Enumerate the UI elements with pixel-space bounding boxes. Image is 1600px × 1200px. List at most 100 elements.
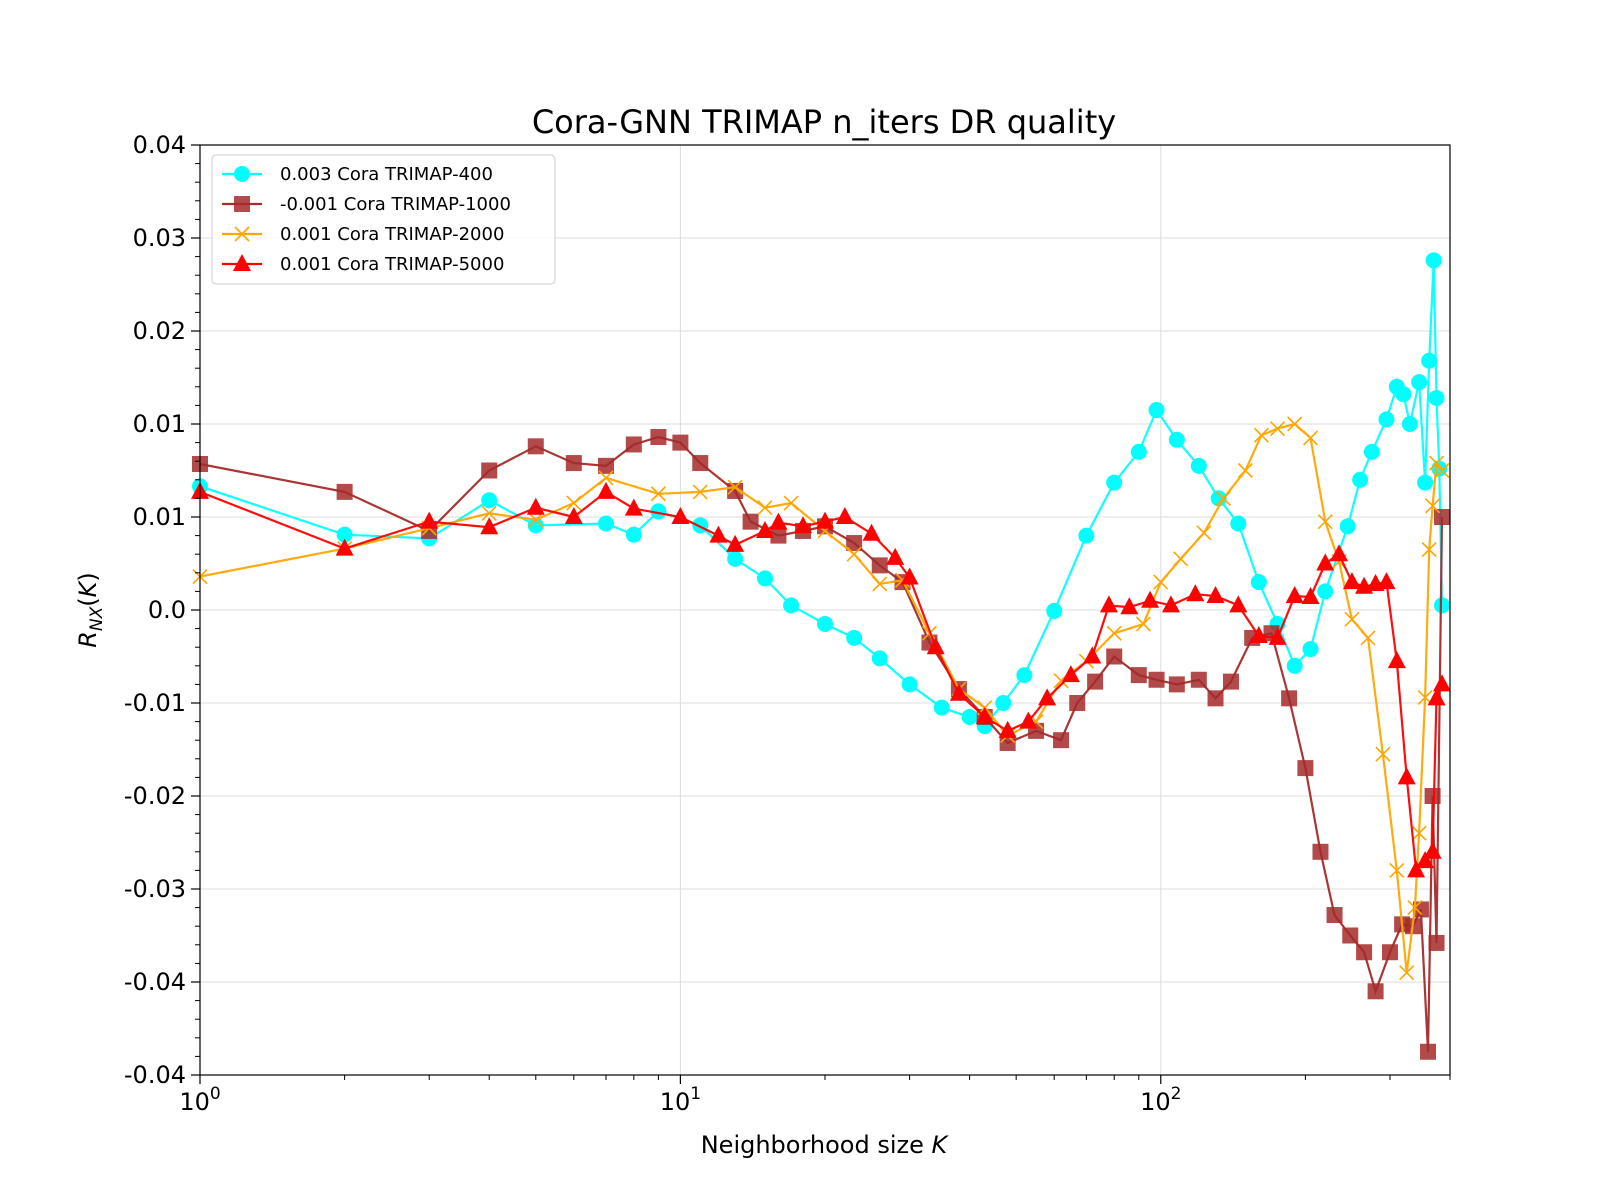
data-point [234,226,250,242]
data-point [726,534,745,552]
y-tick-label: 0.04 [133,131,186,159]
legend: 0.003 Cora TRIMAP-400 -0.001 Cora TRIMAP-… [211,154,556,285]
data-point [1387,651,1406,669]
data-point [1190,457,1207,474]
data-point [1038,688,1057,706]
data-point [566,495,582,511]
data-point [1352,471,1369,488]
data-point [1377,572,1396,590]
data-point [625,436,642,453]
data-point [1130,667,1147,684]
data-point [1342,572,1361,590]
legend-label: 0.001 Cora TRIMAP-5000 [280,254,504,275]
data-point [692,484,708,500]
series-line [199,422,1443,973]
data-point [597,515,614,532]
data-point [1344,611,1360,627]
series-1 [192,252,1451,735]
x-axis-title-var: K [932,1131,950,1159]
x-tick-label-base: 10 [1140,1088,1171,1116]
data-point [1078,527,1095,544]
legend-item: 0.001 Cora TRIMAP-2000 [222,224,504,245]
data-point [1425,498,1441,514]
axes: 0.04 0.03 0.02 0.01 0.01 0.0 -0.01 -0.02 -0.03 -0… [124,131,1451,1116]
data-point [1161,595,1180,613]
data-point [1339,518,1356,535]
data-point [1130,443,1147,460]
data-point [1425,252,1442,269]
data-point [1428,455,1445,471]
data-point [1196,525,1212,541]
data-point [565,455,582,472]
data-point [1312,843,1329,860]
data-point [1381,944,1398,961]
data-point [1356,944,1373,961]
data-point [770,527,787,544]
data-point [742,513,759,530]
data-point [1301,586,1320,604]
data-point [1416,851,1435,869]
plot-series [191,252,1452,1060]
data-point [335,538,354,556]
x-tick-label-base: 10 [179,1088,210,1116]
data-point [1230,515,1247,532]
x-tick-label-exponent: 1 [690,1084,701,1104]
x-tick-label-exponent: 0 [210,1084,221,1104]
data-point [672,434,689,451]
data-point [1019,711,1038,729]
data-point [1428,389,1445,406]
data-point [835,507,854,524]
data-point [1099,595,1118,613]
data-point [933,699,950,716]
data-point [234,166,250,182]
data-point [871,650,888,667]
data-point [650,486,666,502]
data-point [1363,443,1380,460]
legend-box [211,154,556,285]
legend-label: 0.001 Cora TRIMAP-2000 [280,224,504,245]
data-point [961,708,978,725]
data-point [1148,402,1165,419]
data-point [480,517,499,535]
data-point [1106,648,1123,665]
data-point [816,511,834,529]
data-point [1286,657,1303,674]
data-point [1250,574,1267,591]
data-point [727,550,744,567]
y-tick-label: -0.03 [124,875,186,903]
data-point [420,511,439,529]
data-point [727,479,743,495]
data-point [1215,490,1231,506]
data-point [1411,825,1427,841]
data-point [1434,509,1451,525]
data-point [1433,674,1452,692]
data-point [1135,616,1151,632]
y-tick-label: 0.01 [133,410,186,438]
data-point [975,706,994,724]
legend-label: -0.001 Cora TRIMAP-1000 [280,194,511,215]
data-point [1417,474,1434,491]
data-point [794,516,813,534]
data-point [1342,927,1359,944]
data-point [1106,474,1123,491]
data-point [1330,544,1349,562]
data-point [1237,462,1253,479]
legend-item: 0.003 Cora TRIMAP-400 [222,164,493,185]
data-point [1434,597,1451,614]
y-tick-label: 0.03 [133,224,186,252]
data-point [692,517,709,534]
data-point [336,526,353,543]
data-point [527,438,544,455]
data-point [1302,641,1319,658]
data-point [783,597,800,614]
data-point [755,520,774,538]
data-point [1367,983,1384,1000]
data-point [1427,688,1446,706]
data-point [1423,841,1442,859]
data-point [1269,421,1286,437]
data-point [1222,673,1239,690]
data-point [625,526,642,543]
data-point [709,525,728,543]
x-tick-label: 102 [1140,1084,1181,1116]
data-point [596,481,615,499]
